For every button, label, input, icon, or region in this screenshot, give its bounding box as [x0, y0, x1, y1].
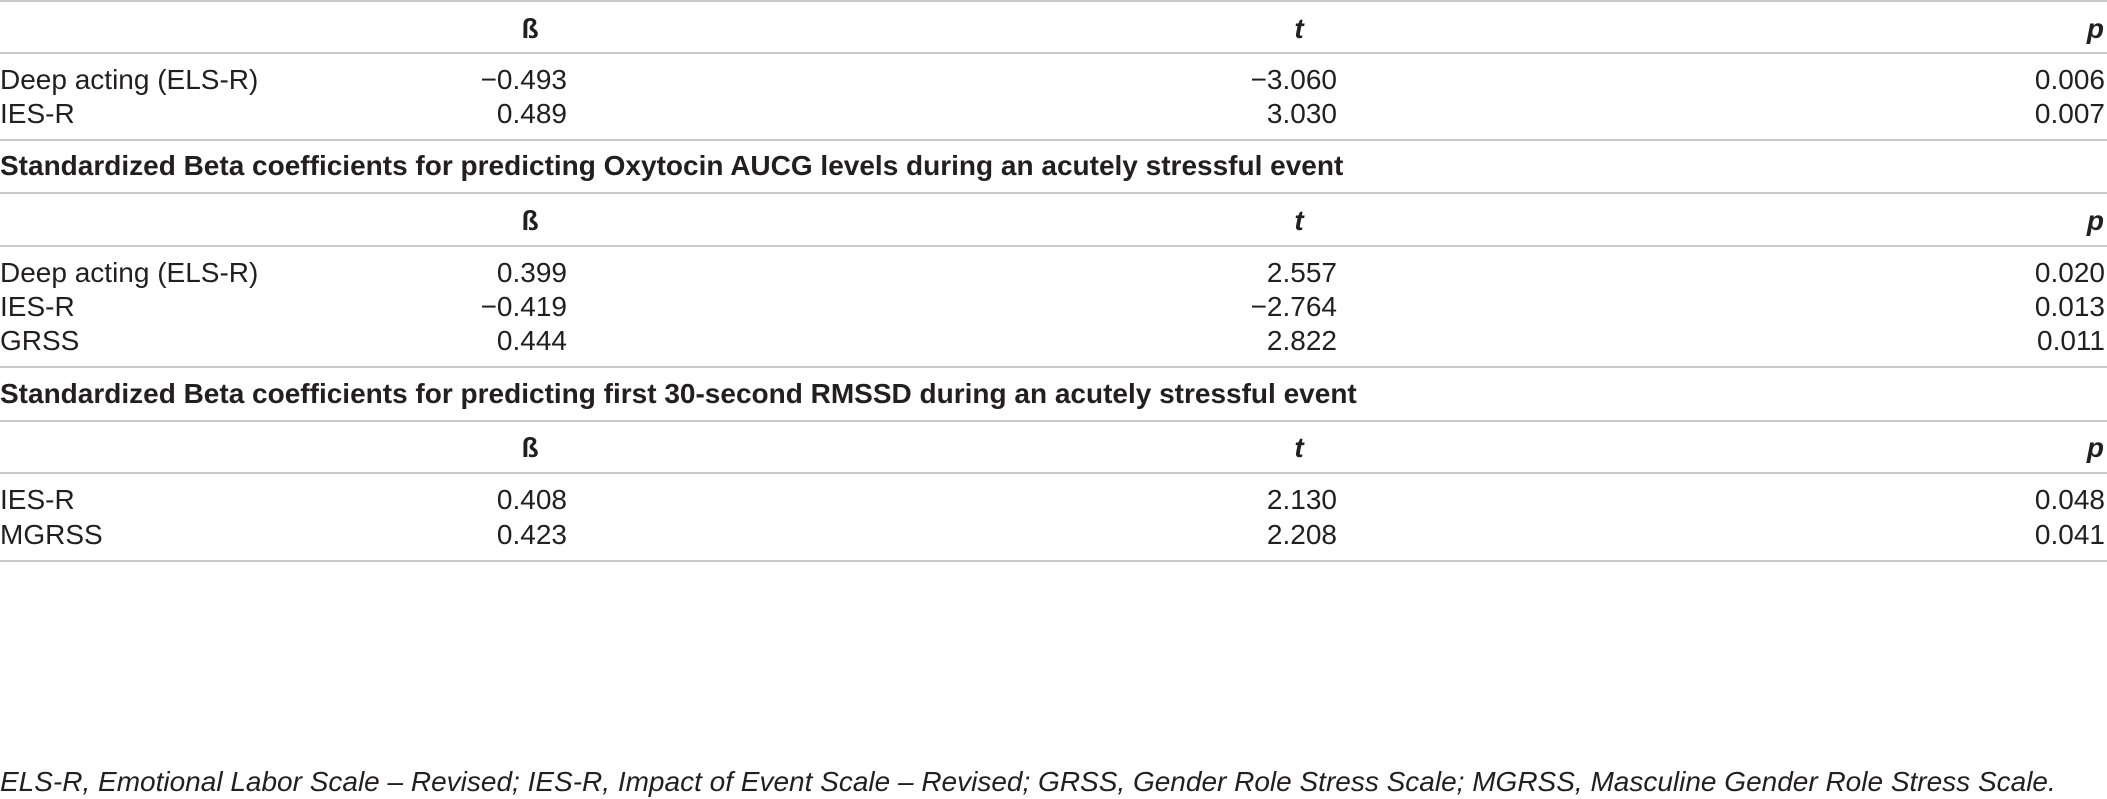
- section-title: Standardized Beta coefficients for predi…: [0, 150, 1344, 181]
- table-rule-top: [0, 0, 2107, 2]
- row-beta: 0.423: [496, 519, 567, 550]
- table-rule: [0, 139, 2107, 141]
- row-beta: 0.399: [496, 257, 567, 288]
- column-header-t: t: [1294, 205, 1304, 236]
- column-header-p: p: [2086, 432, 2104, 463]
- column-header-beta: ß: [521, 13, 539, 44]
- row-p: 0.048: [2034, 484, 2105, 515]
- row-label: GRSS: [0, 325, 80, 356]
- table-rule: [0, 420, 2107, 422]
- row-label: Deep acting (ELS-R): [0, 64, 259, 95]
- row-t: 2.208: [1266, 519, 1337, 550]
- column-header-t: t: [1294, 432, 1304, 463]
- column-header-beta: ß: [521, 432, 539, 463]
- row-t: 3.030: [1266, 98, 1337, 129]
- section-title: Standardized Beta coefficients for predi…: [0, 378, 1357, 409]
- row-p: 0.013: [2034, 291, 2105, 322]
- row-beta: −0.493: [480, 64, 567, 95]
- table-rule: [0, 245, 2107, 247]
- row-p: 0.011: [2037, 325, 2105, 356]
- table-rule-bottom: [0, 560, 2107, 562]
- row-label: IES-R: [0, 98, 75, 129]
- row-beta: 0.444: [496, 325, 567, 356]
- row-t: 2.130: [1266, 484, 1337, 515]
- table-footnote: ELS-R, Emotional Labor Scale – Revised; …: [0, 766, 2056, 797]
- row-p: 0.006: [2034, 64, 2105, 95]
- column-header-p: p: [2086, 13, 2104, 44]
- table-rule: [0, 472, 2107, 474]
- row-t: −3.060: [1250, 64, 1337, 95]
- row-label: IES-R: [0, 484, 75, 515]
- table-rule: [0, 192, 2107, 194]
- row-t: 2.557: [1266, 257, 1337, 288]
- row-beta: 0.408: [496, 484, 567, 515]
- column-header-p: p: [2086, 205, 2104, 236]
- table-rule: [0, 366, 2107, 368]
- row-p: 0.020: [2034, 257, 2105, 288]
- row-t: 2.822: [1266, 325, 1337, 356]
- row-label: Deep acting (ELS-R): [0, 257, 259, 288]
- column-header-beta: ß: [521, 205, 539, 236]
- row-t: −2.764: [1250, 291, 1337, 322]
- row-beta: −0.419: [480, 291, 567, 322]
- row-label: IES-R: [0, 291, 75, 322]
- table-rule: [0, 52, 2107, 54]
- row-beta: 0.489: [496, 98, 567, 129]
- row-p: 0.007: [2034, 98, 2105, 129]
- row-p: 0.041: [2034, 519, 2105, 550]
- column-header-t: t: [1294, 13, 1304, 44]
- row-label: MGRSS: [0, 519, 103, 550]
